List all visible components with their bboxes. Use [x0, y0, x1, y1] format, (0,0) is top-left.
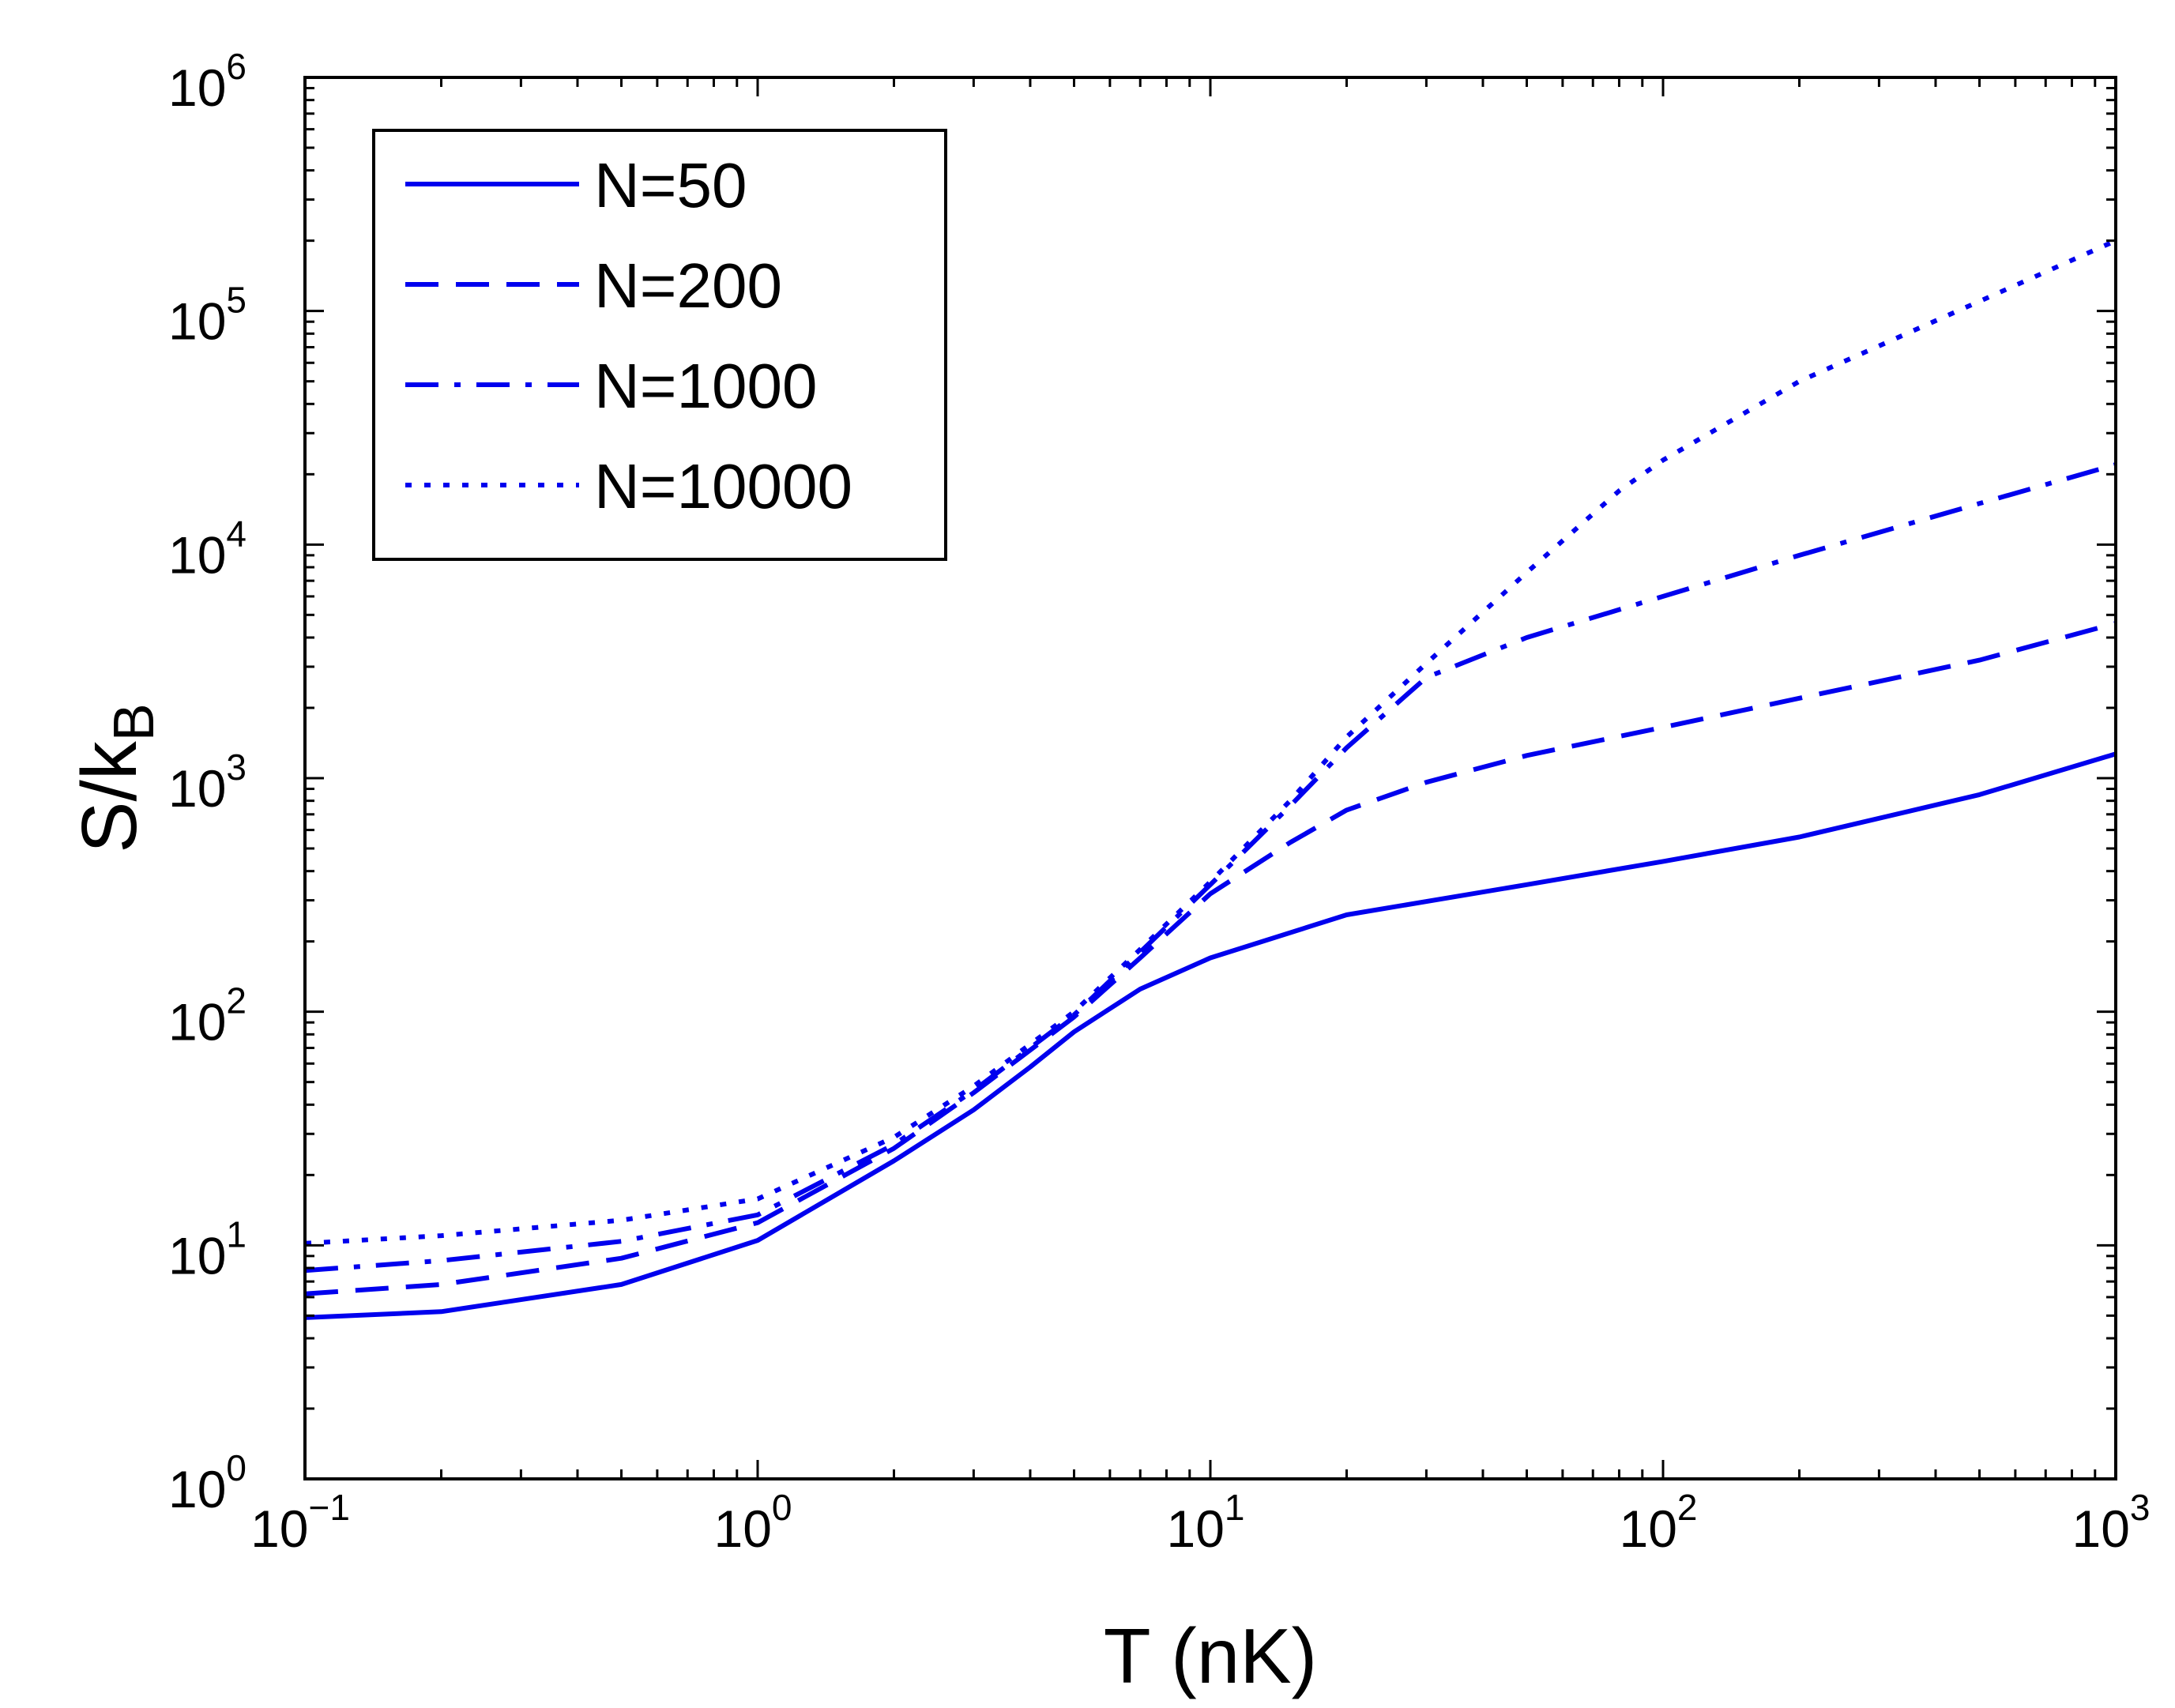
y-tick-label-base: 10: [168, 525, 226, 584]
x-tick-label-base: 10: [250, 1499, 308, 1558]
y-tick-label-base: 10: [168, 292, 226, 351]
y-tick-label: 101: [168, 1213, 246, 1285]
y-axis-title-main: S/k: [66, 740, 152, 853]
series-layer: [304, 238, 2117, 1320]
legend-entry: N=200: [405, 250, 782, 321]
legend-entry: N=10000: [405, 451, 852, 521]
x-tick-label: 10−1: [250, 1487, 350, 1558]
legend-label: N=1000: [594, 351, 817, 421]
y-axis-title: S/kB: [66, 703, 166, 853]
legend-entry: N=1000: [405, 351, 817, 421]
x-tick-label-exponent: 2: [1677, 1487, 1698, 1528]
y-tick-label-exponent: 1: [226, 1213, 246, 1255]
y-tick-label-base: 10: [168, 58, 226, 117]
y-axis-title-subscript: B: [103, 703, 166, 741]
series-line-solid: [304, 751, 2117, 1320]
y-tick-label: 105: [168, 280, 246, 351]
x-tick-label-base: 10: [1166, 1499, 1224, 1558]
legend-entries: N=50 N=200 N=1000 N=10000: [405, 150, 852, 521]
legend-entry: N=50: [405, 150, 747, 220]
y-tick-label-base: 10: [168, 1460, 226, 1518]
y-tick-label-exponent: 4: [226, 513, 246, 554]
x-tick-label: 101: [1166, 1487, 1244, 1558]
x-tick-label-exponent: 3: [2130, 1487, 2151, 1528]
y-tick-label-exponent: 6: [226, 46, 246, 87]
series-line-dashed: [304, 621, 2117, 1296]
y-tick-label-exponent: 2: [226, 980, 246, 1021]
y-tick-label: 103: [168, 747, 246, 818]
x-tick-label: 103: [2072, 1487, 2150, 1558]
y-tick-label-base: 10: [168, 1226, 226, 1285]
y-tick-label-exponent: 5: [226, 280, 246, 321]
x-tick-label: 102: [1619, 1487, 1697, 1558]
x-axis-title: T (nK): [1104, 1612, 1317, 1699]
y-tick-label: 106: [168, 46, 246, 117]
x-tick-label-base: 10: [1619, 1499, 1676, 1558]
y-tick-label-base: 10: [168, 993, 226, 1052]
legend-label: N=10000: [594, 451, 852, 521]
x-tick-label-exponent: 0: [772, 1487, 792, 1528]
y-tick-label-exponent: 3: [226, 747, 246, 788]
tick-layer: [303, 76, 2117, 1480]
x-tick-label-exponent: −1: [308, 1487, 349, 1528]
x-tick-label-base: 10: [713, 1499, 771, 1558]
legend-label: N=200: [594, 250, 782, 321]
legend: N=50 N=200 N=1000 N=10000: [372, 129, 947, 561]
y-tick-label-base: 10: [168, 759, 226, 818]
y-tick-label: 104: [168, 513, 246, 584]
x-tick-label-exponent: 1: [1225, 1487, 1245, 1528]
y-tick-label: 102: [168, 980, 246, 1052]
y-tick-label: 100: [168, 1447, 246, 1518]
x-tick-label-base: 10: [2072, 1499, 2129, 1558]
legend-label: N=50: [594, 150, 747, 220]
legend-box: [372, 129, 947, 561]
x-tick-label: 100: [713, 1487, 792, 1558]
y-tick-label-exponent: 0: [226, 1447, 246, 1488]
